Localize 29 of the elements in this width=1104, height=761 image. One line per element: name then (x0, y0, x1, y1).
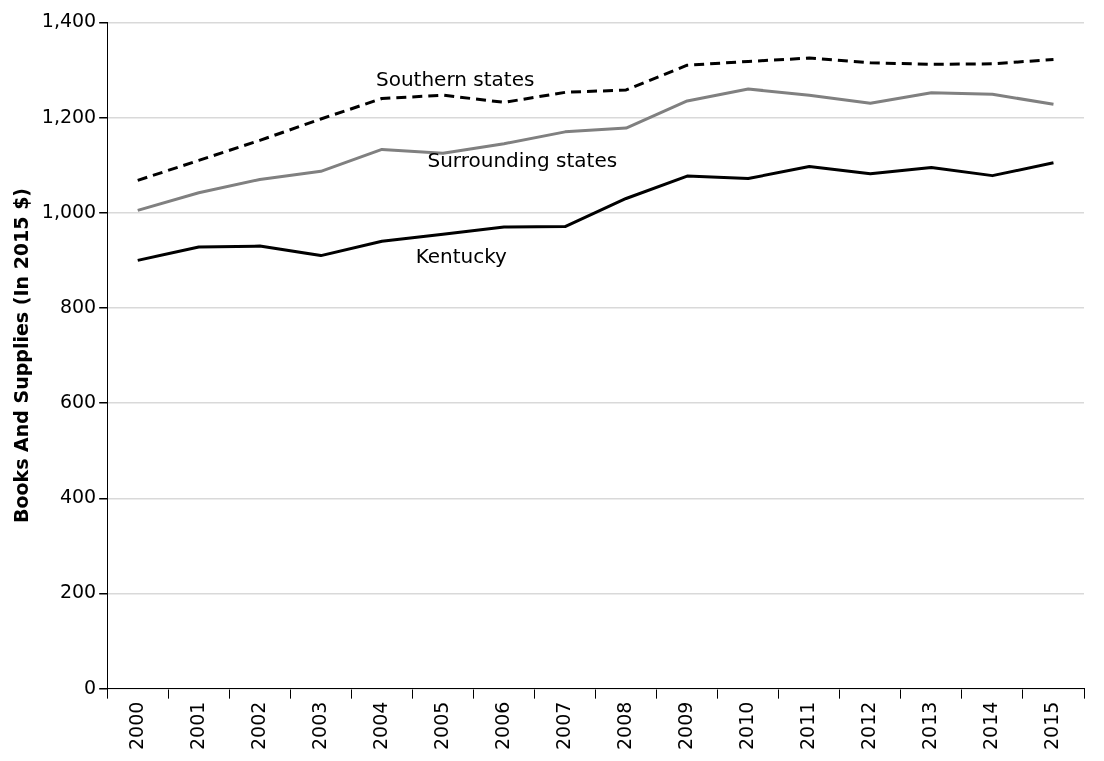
y-tick-label: 800 (59, 294, 97, 317)
y-tick-label: 200 (59, 580, 97, 603)
y-tick-label: 400 (59, 485, 97, 508)
x-tick-label: 2004 (368, 701, 391, 751)
series-label: Southern states (375, 66, 535, 91)
x-tick-label: 2001 (185, 701, 208, 751)
x-tick-label: 2007 (552, 701, 575, 751)
x-tick-label: 2002 (246, 701, 269, 751)
x-tick-label: 2006 (490, 701, 513, 751)
y-tick-label: 1,000 (41, 199, 97, 222)
x-tick-label: 2012 (857, 701, 880, 751)
x-tick-label: 2014 (979, 701, 1002, 751)
y-tick-label: 600 (59, 390, 97, 413)
x-tick-label: 2009 (674, 701, 697, 751)
x-tick-label: 2003 (307, 701, 330, 751)
x-tick-label: 2015 (1040, 701, 1063, 751)
x-tick-label: 2013 (918, 701, 941, 751)
line-series (136, 56, 1055, 182)
x-tick-label: 2000 (124, 701, 147, 751)
series-label: Kentucky (415, 244, 508, 269)
y-tick-label: 0 (84, 675, 97, 698)
x-tick-label: 2005 (429, 701, 452, 751)
x-tick-label: 2010 (735, 701, 758, 751)
series-label: Surrounding states (427, 148, 618, 173)
y-axis-title: Books And Supplies (In 2015 $) (10, 187, 33, 524)
y-tick-label: 1,400 (41, 9, 97, 32)
x-tick-label: 2008 (613, 701, 636, 751)
y-tick-label: 1,200 (41, 104, 97, 127)
x-tick-label: 2011 (796, 701, 819, 751)
